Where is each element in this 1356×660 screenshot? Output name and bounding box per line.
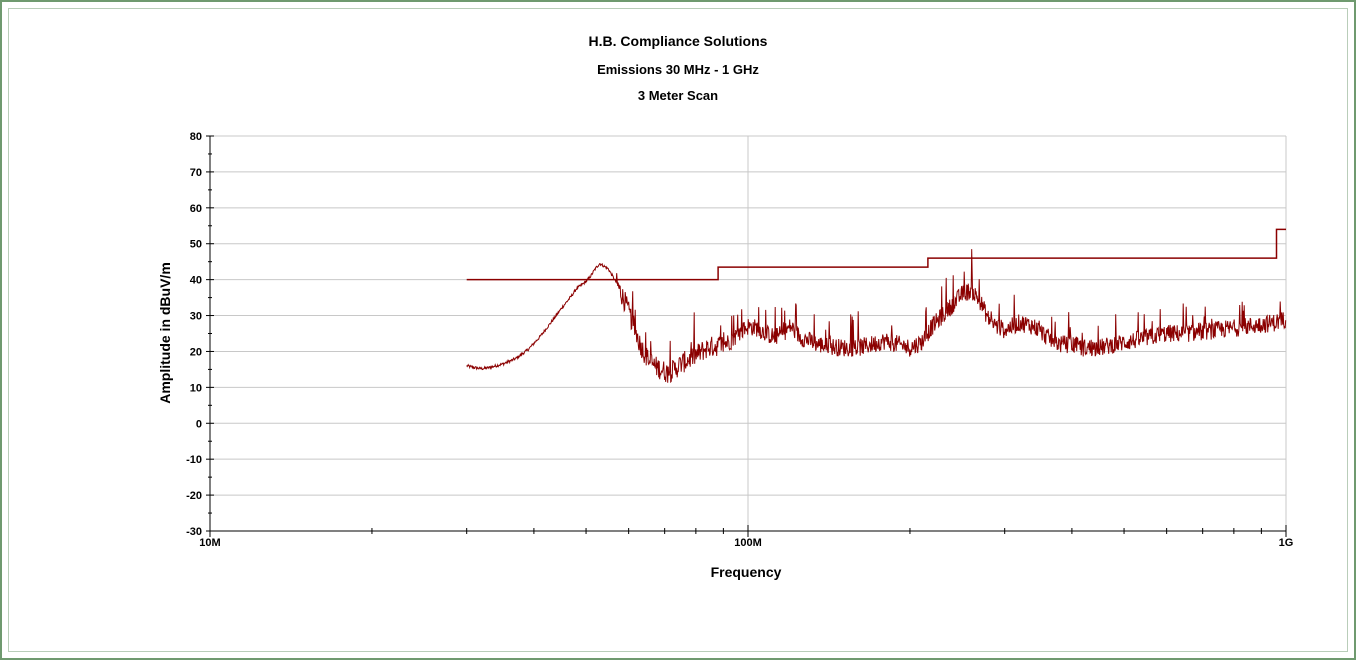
measured-trace <box>466 249 1287 384</box>
y-tick-label: 10 <box>190 382 202 394</box>
chart-frame-inner <box>8 8 1348 652</box>
y-tick-label: 30 <box>190 311 202 323</box>
x-tick-label: 100M <box>734 537 762 549</box>
x-tick-label: 1G <box>1279 537 1294 549</box>
y-tick-label: -20 <box>186 490 202 502</box>
y-tick-label: 60 <box>190 203 202 215</box>
x-axis-title: Frequency <box>711 564 782 580</box>
y-tick-label: 70 <box>190 167 202 179</box>
chart-subtitle-2: 3 Meter Scan <box>637 88 719 103</box>
y-tick-label: 20 <box>190 346 202 358</box>
y-tick-label: -10 <box>186 454 202 466</box>
series-layer <box>466 228 1287 384</box>
y-tick-label: 40 <box>190 275 202 287</box>
y-tick-label: 80 <box>190 131 202 143</box>
chart-title: H.B. Compliance Solutions <box>588 33 768 49</box>
y-axis-title: Amplitude in dBuV/m <box>157 262 173 404</box>
limit-line <box>466 228 1286 281</box>
x-tick-label: 10M <box>199 537 220 549</box>
y-tick-label: 0 <box>196 418 202 430</box>
chart-subtitle: Emissions 30 MHz - 1 GHz <box>597 62 759 77</box>
y-tick-label: -30 <box>186 526 202 538</box>
y-tick-label: 50 <box>190 239 202 251</box>
